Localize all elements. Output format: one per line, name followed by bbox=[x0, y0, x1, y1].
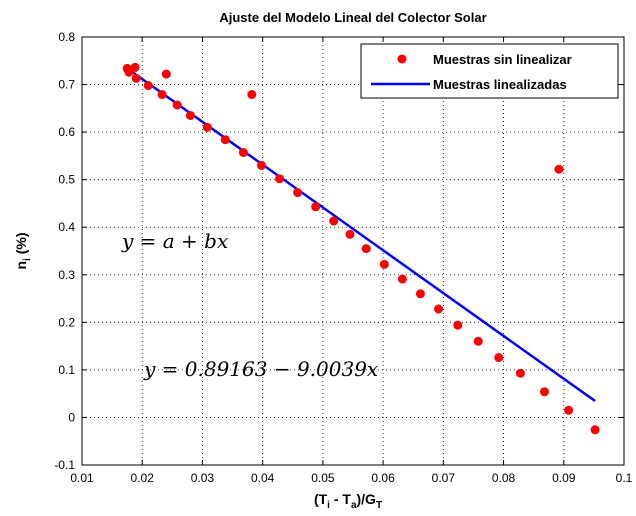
data-point bbox=[130, 62, 140, 72]
data-point bbox=[172, 100, 182, 110]
y-tick-label: 0.8 bbox=[58, 30, 75, 44]
legend-label-fit: Muestras linealizadas bbox=[433, 77, 567, 92]
plot-area bbox=[82, 37, 624, 465]
x-tick-label: 0.04 bbox=[251, 471, 275, 485]
data-point bbox=[143, 81, 153, 91]
data-point bbox=[124, 67, 134, 77]
x-axis-label: (Ti - Ta)/GT bbox=[314, 491, 382, 511]
x-tick-label: 0.06 bbox=[371, 471, 395, 485]
plot-frame bbox=[81, 36, 625, 466]
data-point bbox=[434, 304, 444, 314]
x-tick-label: 0.08 bbox=[492, 471, 516, 485]
x-tick-label: 0.03 bbox=[191, 471, 215, 485]
y-tick-label: 0.1 bbox=[58, 363, 75, 377]
data-point bbox=[185, 110, 195, 120]
legend-box bbox=[360, 43, 619, 99]
data-point bbox=[415, 289, 425, 299]
plot-series bbox=[122, 62, 600, 435]
data-point bbox=[473, 336, 483, 346]
data-point bbox=[361, 244, 371, 254]
y-tick-label: 0.3 bbox=[58, 268, 75, 282]
y-tick-label: 0.4 bbox=[58, 220, 75, 234]
data-point bbox=[256, 160, 266, 170]
data-point bbox=[238, 148, 248, 158]
data-point bbox=[564, 405, 574, 415]
data-point bbox=[293, 188, 303, 198]
data-point bbox=[157, 90, 167, 100]
data-point bbox=[494, 353, 504, 363]
legend-marker-samples bbox=[397, 54, 407, 64]
legend-label-samples: Muestras sin linealizar bbox=[433, 52, 572, 67]
x-tick-label: 0.05 bbox=[311, 471, 335, 485]
y-tick-label: 0 bbox=[68, 410, 75, 424]
chart-title: Ajuste del Modelo Lineal del Colector So… bbox=[219, 10, 486, 25]
data-point bbox=[161, 69, 171, 79]
y-tick-label: 0.6 bbox=[58, 125, 75, 139]
data-point bbox=[329, 216, 339, 226]
x-tick-label: 0.07 bbox=[432, 471, 456, 485]
y-tick-label: -0.1 bbox=[54, 458, 75, 472]
data-point bbox=[220, 135, 230, 145]
data-point bbox=[247, 90, 257, 100]
data-point bbox=[379, 259, 389, 269]
data-point bbox=[345, 229, 355, 239]
data-point bbox=[590, 425, 600, 435]
x-tick-label: 0.01 bbox=[70, 471, 94, 485]
equation-fit: y = 0.89163 − 9.0039x bbox=[143, 357, 378, 381]
data-point bbox=[453, 320, 463, 330]
tick-labels: 0.01 0.02 0.03 0.04 0.05 0.06 0.07 0.08 0.09 0.1 -… bbox=[54, 30, 632, 485]
y-tick-label: 0.5 bbox=[58, 173, 75, 187]
data-point bbox=[554, 164, 564, 174]
grid-lines bbox=[82, 37, 624, 465]
data-point bbox=[202, 122, 212, 132]
data-point bbox=[515, 368, 525, 378]
x-tick-label: 0.02 bbox=[131, 471, 155, 485]
data-point bbox=[311, 202, 321, 212]
data-point bbox=[131, 73, 141, 83]
data-point bbox=[275, 174, 285, 184]
equation-general: y = a + bx bbox=[121, 229, 228, 253]
equation-annotations: y = a + bx y = 0.89163 − 9.0039x bbox=[121, 229, 378, 381]
data-point bbox=[397, 274, 407, 284]
y-tick-label: 0.2 bbox=[58, 315, 75, 329]
data-point bbox=[540, 387, 550, 397]
x-tick-label: 0.09 bbox=[552, 471, 576, 485]
y-tick-label: 0.7 bbox=[58, 78, 75, 92]
legend: Muestras sin linealizar Muestras lineali… bbox=[360, 43, 619, 99]
x-tick-label: 0.1 bbox=[616, 471, 633, 485]
